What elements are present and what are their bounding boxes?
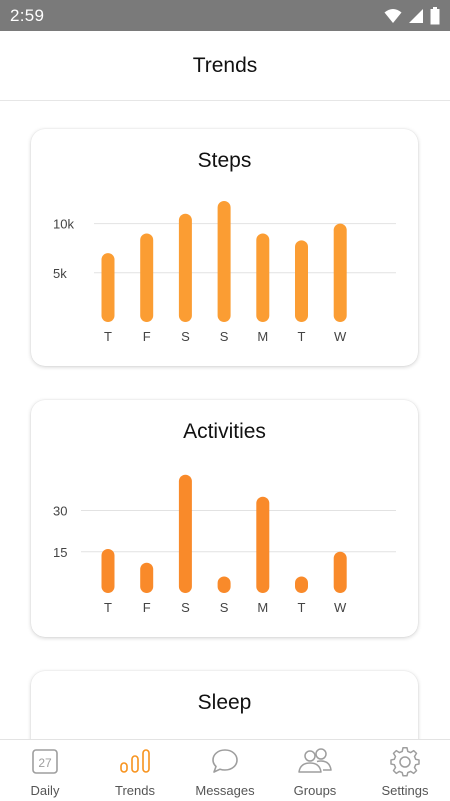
- y-tick-label: 5k: [53, 266, 67, 281]
- chat-bubble-icon: [212, 749, 238, 773]
- x-category-label: F: [143, 600, 151, 615]
- status-time: 2:59: [10, 6, 45, 25]
- wifi-icon: [384, 9, 402, 23]
- tab-settings[interactable]: Settings: [360, 740, 450, 801]
- tab-label-messages: Messages: [195, 783, 255, 798]
- chart-bar: [295, 576, 308, 593]
- x-category-label: S: [220, 600, 229, 615]
- x-category-label: F: [143, 329, 151, 344]
- x-category-label: S: [181, 600, 190, 615]
- steps-card-title: Steps: [197, 149, 252, 172]
- people-icon: [298, 748, 332, 773]
- tab-daily[interactable]: 27 Daily: [0, 740, 90, 801]
- x-category-label: T: [298, 329, 306, 344]
- chart-bar: [178, 474, 192, 593]
- bottom-tab-bar: 27 Daily Trends Messages Groups: [0, 739, 450, 801]
- tab-label-settings: Settings: [381, 783, 429, 798]
- activities-card-title: Activities: [183, 420, 266, 443]
- tab-messages[interactable]: Messages: [180, 740, 270, 801]
- chart-bar: [256, 233, 270, 322]
- x-category-label: M: [257, 329, 268, 344]
- tab-label-groups: Groups: [293, 783, 337, 798]
- chart-bar: [217, 576, 231, 593]
- chart-bar: [217, 200, 231, 322]
- signal-icon: [409, 9, 423, 23]
- y-tick-label: 10k: [53, 217, 74, 232]
- x-category-label: S: [181, 329, 190, 344]
- x-category-label: M: [257, 600, 268, 615]
- x-category-label: T: [298, 600, 306, 615]
- battery-icon: [430, 7, 440, 25]
- x-category-label: T: [104, 600, 112, 615]
- chart-bar: [178, 213, 192, 322]
- chart-bar: [101, 549, 115, 593]
- gear-icon: [390, 747, 420, 777]
- x-category-label: W: [334, 329, 347, 344]
- x-category-label: W: [334, 600, 347, 615]
- trends-scroll-area[interactable]: Steps 5k 10k T F S S M T W Activities 15 30 T F S S M T…: [0, 101, 450, 739]
- y-tick-label: 30: [53, 504, 67, 519]
- tab-label-trends: Trends: [115, 783, 155, 798]
- app-header: Trends: [0, 31, 450, 101]
- chart-bar: [101, 253, 115, 322]
- chart-bar: [295, 240, 308, 322]
- calendar-icon: 27: [32, 749, 58, 774]
- page-title: Trends: [192, 54, 258, 77]
- chart-bar: [333, 551, 347, 593]
- steps-chart: 5k 10k T F S S M T W: [53, 200, 396, 344]
- chart-bar: [140, 233, 154, 322]
- tab-label-daily: Daily: [30, 783, 60, 798]
- chart-bar: [333, 223, 347, 322]
- status-icons: [384, 6, 440, 26]
- tab-groups[interactable]: Groups: [270, 740, 360, 801]
- bar-chart-icon: [120, 749, 150, 773]
- activities-card[interactable]: Activities 15 30 T F S S M T W: [31, 400, 418, 637]
- sleep-card-title: Sleep: [197, 691, 252, 714]
- sleep-card[interactable]: Sleep: [31, 671, 418, 739]
- activities-chart: 15 30 T F S S M T W: [53, 474, 396, 615]
- steps-card[interactable]: Steps 5k 10k T F S S M T W: [31, 129, 418, 366]
- x-category-label: T: [104, 329, 112, 344]
- status-bar: 2:59: [0, 0, 450, 31]
- chart-bar: [140, 562, 154, 593]
- chart-bar: [256, 496, 270, 593]
- calendar-day-number: 27: [38, 756, 52, 770]
- y-tick-label: 15: [53, 545, 67, 560]
- x-category-label: S: [220, 329, 229, 344]
- tab-trends[interactable]: Trends: [90, 740, 180, 801]
